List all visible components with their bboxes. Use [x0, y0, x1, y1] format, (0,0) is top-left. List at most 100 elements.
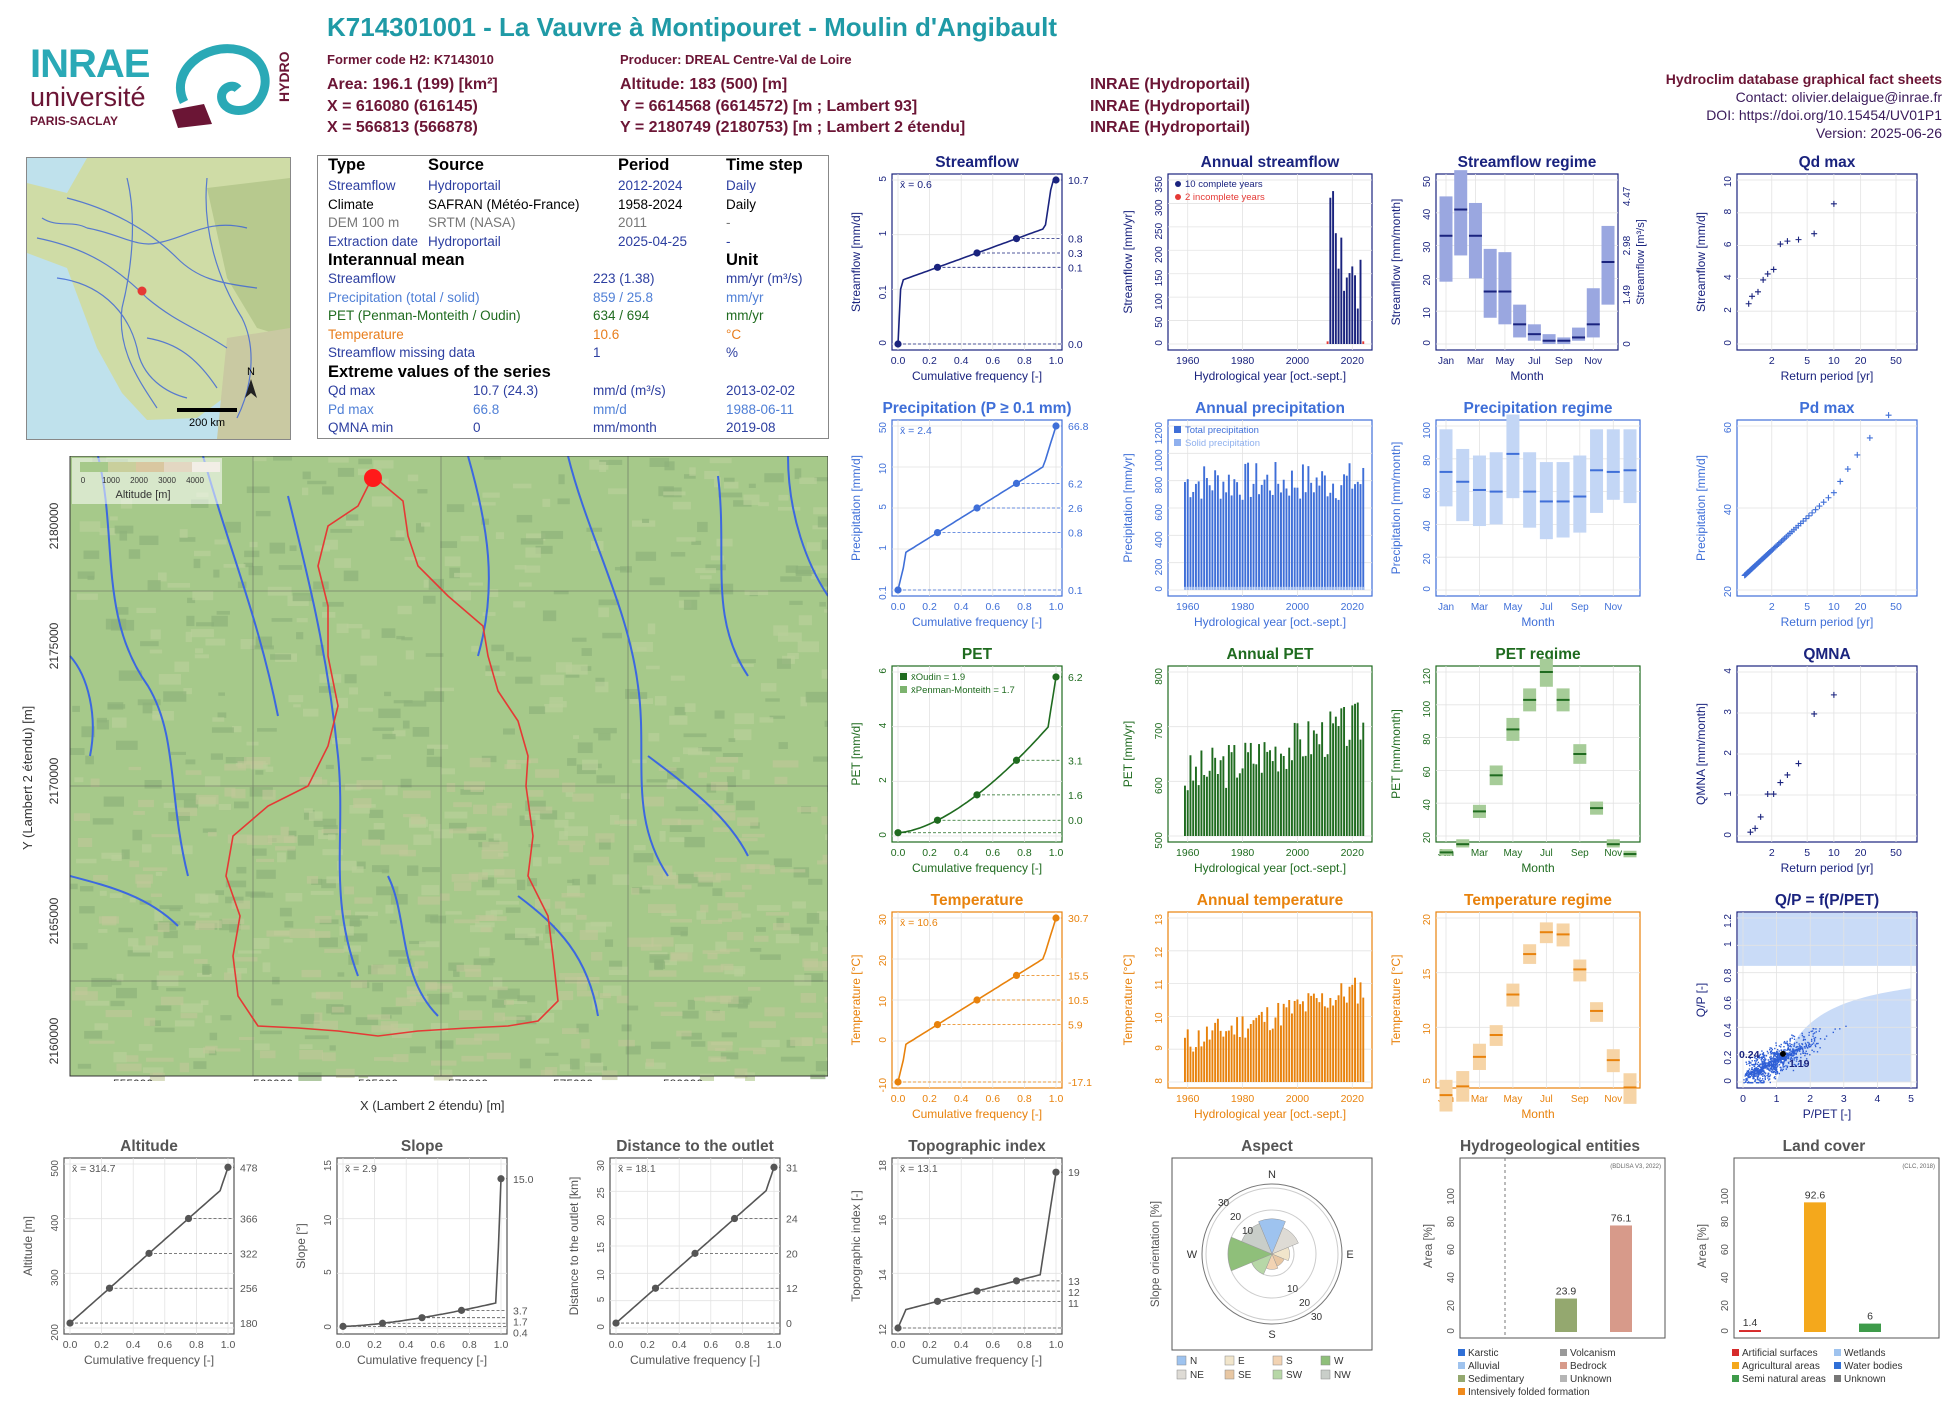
- chart-title: Temperature regime: [1464, 892, 1612, 909]
- ring-label: 30: [1218, 1198, 1230, 1209]
- y-tick-label: 5: [878, 176, 889, 182]
- legend-entry: Unknown: [1570, 1374, 1612, 1385]
- info-type: Streamflow: [328, 178, 396, 193]
- chart-title: Hydrogeological entities: [1460, 1138, 1640, 1155]
- inrae-logo: INRAE: [30, 42, 150, 86]
- regime-box: [1572, 327, 1586, 341]
- annual-bar: [1359, 982, 1362, 1082]
- x-tick-label: 1980: [1231, 355, 1255, 367]
- contact-email[interactable]: Contact: olivier.delaigue@inrae.fr: [1735, 89, 1942, 105]
- rp-point: [1770, 791, 1777, 798]
- annual-bar: [1332, 191, 1335, 344]
- solid-prec-bar: [1362, 586, 1365, 590]
- annual-bar: [1337, 995, 1340, 1082]
- annual-bar: [1340, 485, 1343, 590]
- annual-bar: [1266, 474, 1269, 590]
- mean-label: Precipitation (total / solid): [328, 289, 480, 305]
- contact-block: Hydroclim database graphical fact sheets…: [1666, 70, 1942, 142]
- map-x-tick: 565000: [358, 1077, 398, 1081]
- rp-point: [1757, 813, 1764, 820]
- solid-prec-bar: [1205, 586, 1208, 590]
- y-tick-label: 0: [1422, 340, 1433, 346]
- svg-text:2000: 2000: [130, 476, 148, 485]
- x-tick-label: 0.0: [336, 1339, 351, 1351]
- annual-bar: [1296, 723, 1299, 836]
- quantile-label: 19: [1068, 1167, 1080, 1179]
- x-tick-label: 0.8: [1017, 847, 1032, 859]
- annual-bar: [1263, 742, 1266, 836]
- annual-bar: [1334, 498, 1337, 590]
- y-tick-label: 100: [1446, 1188, 1457, 1205]
- source-note: (CLC, 2018): [1902, 1164, 1935, 1170]
- extreme-date: 2019-08: [726, 420, 776, 435]
- annual-bar: [1340, 237, 1343, 344]
- annual-bar: [1271, 1028, 1274, 1082]
- x-tick-label: 0.0: [891, 601, 906, 613]
- chart-alt_cdf: Altitude Cumulative frequency [-] Altitude…: [20, 1136, 280, 1373]
- x-axis-label: Month: [1521, 861, 1554, 875]
- terrain-shading: [70, 456, 849, 1084]
- annual-bar: [1326, 1007, 1329, 1082]
- solid-prec-bar: [1203, 586, 1206, 590]
- y-tick-label: 800: [1154, 668, 1165, 685]
- annual-bar: [1258, 744, 1260, 836]
- info-timestep: Daily: [726, 178, 757, 193]
- regime-box: [1586, 288, 1600, 338]
- annual-bar: [1238, 773, 1241, 836]
- x-tick-label: Jul: [1540, 1094, 1553, 1105]
- annual-bar: [1197, 785, 1200, 836]
- x-tick-label: 0.8: [735, 1339, 750, 1351]
- y-tick-label: 80: [1446, 1216, 1457, 1228]
- y-axis-label: Topographic index [-]: [849, 1190, 863, 1301]
- annual-bar: [1348, 739, 1351, 836]
- y-tick-label: 50: [1154, 316, 1165, 328]
- x-tick-label: 4: [1874, 1093, 1880, 1105]
- y-tick-label: 11: [1154, 979, 1165, 990]
- rp-point: [1885, 412, 1892, 419]
- y-tick-label: 0: [878, 832, 889, 838]
- solid-prec-bar: [1334, 586, 1337, 590]
- x-tick-label: 0.6: [985, 1339, 1000, 1351]
- annual-bar: [1216, 475, 1219, 590]
- info-period: 2012-2024: [618, 178, 683, 193]
- quantile-point: [497, 1175, 505, 1183]
- direction-label: N: [1268, 1169, 1276, 1181]
- chart-title: Streamflow regime: [1458, 154, 1597, 171]
- svg-text:N: N: [247, 366, 255, 378]
- quantile-label: 0.8: [1068, 528, 1083, 540]
- chart-pet_regime: PET regime Month PET [mm/month] 20 40 60 80 100…: [1388, 644, 1648, 881]
- legend-entry: 10 complete years: [1185, 179, 1263, 190]
- chart-title: Annual PET: [1227, 646, 1315, 663]
- annual-bar: [1299, 1004, 1302, 1082]
- x-tick-label: 1: [1774, 1093, 1780, 1105]
- rp-point: [1802, 515, 1809, 522]
- y-tick-label: 20: [1422, 553, 1433, 565]
- annual-bar: [1208, 485, 1211, 590]
- annual-bar: [1200, 750, 1203, 836]
- north-arrow-icon: N: [245, 366, 257, 398]
- info-type: Climate: [328, 196, 374, 212]
- chart-prec_cdf: Precipitation (P ≥ 0.1 mm) Cumulative fre…: [848, 398, 1108, 635]
- regime-box: [1623, 429, 1637, 504]
- plot-frame: [1733, 1157, 1940, 1339]
- logos: INRAE université PARIS-SACLAY HYDRO: [24, 42, 292, 132]
- y-tick-label: 200: [1154, 246, 1165, 263]
- doi-link[interactable]: DOI: https://doi.org/10.15454/UV01P1: [1706, 107, 1942, 123]
- annual-bar: [1274, 462, 1277, 590]
- chart-title: Altitude: [120, 1138, 178, 1155]
- x-tick-label: 20: [1855, 355, 1867, 367]
- x-tick-label: Jul: [1528, 356, 1541, 367]
- y-tick-label: 20: [1720, 1300, 1731, 1312]
- rp-point: [1866, 434, 1873, 441]
- x-tick-label: 0.6: [985, 355, 1000, 367]
- solid-prec-bar: [1310, 586, 1313, 590]
- annual-bar: [1334, 716, 1337, 836]
- annual-bar: [1230, 1025, 1233, 1082]
- quantile-label: 180: [240, 1318, 258, 1330]
- chart-title: Qd max: [1799, 154, 1856, 171]
- legend-entry: Semi natural areas: [1742, 1374, 1826, 1385]
- y-tick-label: 20: [596, 1214, 607, 1226]
- annual-bar: [1310, 754, 1313, 836]
- chart-title: PET regime: [1495, 646, 1581, 663]
- annual-bar: [1329, 197, 1332, 344]
